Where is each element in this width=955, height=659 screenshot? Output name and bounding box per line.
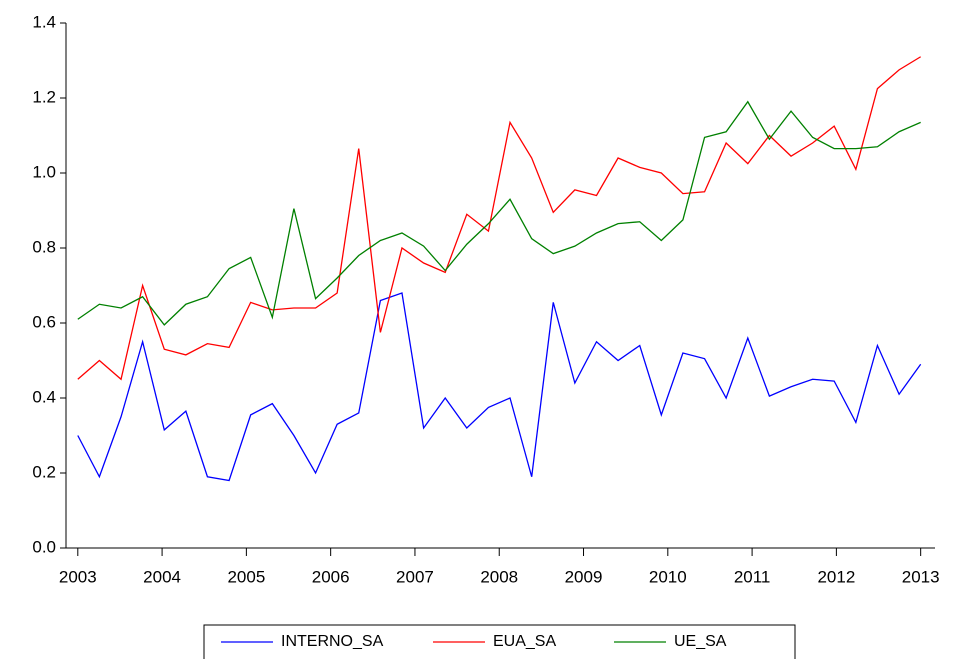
x-tick-label: 2013 — [902, 567, 940, 586]
y-tick-label: 0.4 — [32, 387, 56, 406]
x-tick-label: 2007 — [396, 567, 434, 586]
y-tick-label: 0.2 — [32, 462, 56, 481]
y-tick-label: 0.8 — [32, 237, 56, 256]
y-tick-label: 0.0 — [32, 537, 56, 556]
x-tick-label: 2010 — [649, 567, 687, 586]
x-tick-label: 2003 — [59, 567, 97, 586]
x-tick-label: 2009 — [565, 567, 603, 586]
x-tick-label: 2008 — [480, 567, 518, 586]
y-tick-label: 1.4 — [32, 12, 56, 31]
y-tick-label: 1.2 — [32, 87, 56, 106]
series-line — [77, 100, 921, 326]
series-line — [77, 56, 922, 381]
legend-label: EUA_SA — [493, 633, 556, 650]
x-tick-label: 2011 — [734, 567, 771, 586]
x-tick-label: 2004 — [143, 567, 181, 586]
x-tick-label: 2012 — [817, 567, 855, 586]
y-tick-label: 0.6 — [32, 312, 56, 331]
legend-label: INTERNO_SA — [281, 633, 384, 650]
legend: INTERNO_SA EUA_SA UE_SA — [203, 624, 796, 659]
series-line — [77, 292, 922, 482]
x-tick-label: 2006 — [312, 567, 350, 586]
legend-box — [203, 624, 796, 659]
x-tick-label: 2005 — [227, 567, 265, 586]
legend-label: UE_SA — [674, 633, 727, 650]
y-tick-label: 1.0 — [32, 162, 56, 181]
